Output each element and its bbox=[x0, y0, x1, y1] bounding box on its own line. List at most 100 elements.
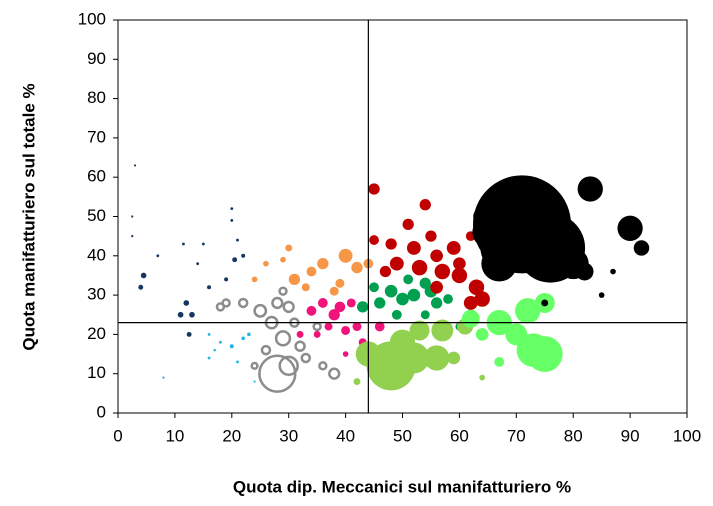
bubble bbox=[219, 340, 222, 344]
x-tick-label: 60 bbox=[450, 426, 469, 445]
bubble bbox=[379, 265, 392, 278]
bubble bbox=[420, 310, 430, 320]
bubble bbox=[241, 253, 246, 258]
bubble bbox=[338, 248, 353, 263]
bubble bbox=[453, 257, 466, 270]
bubble bbox=[385, 238, 397, 250]
x-axis-title: Quota dip. Meccanici sul manifatturiero … bbox=[233, 477, 571, 496]
bubble bbox=[301, 283, 310, 292]
bubble bbox=[213, 348, 216, 352]
bubble bbox=[494, 357, 505, 367]
bubble bbox=[505, 323, 528, 346]
bubble bbox=[224, 277, 229, 282]
bubble bbox=[391, 309, 402, 320]
bubble bbox=[353, 378, 361, 386]
bubble bbox=[403, 274, 414, 285]
bubble bbox=[407, 288, 421, 302]
bubble bbox=[196, 262, 200, 266]
bubble bbox=[282, 300, 295, 314]
bubble bbox=[633, 240, 650, 256]
bubble bbox=[463, 296, 478, 310]
bubble bbox=[368, 183, 380, 195]
bubble bbox=[232, 257, 238, 263]
bubble bbox=[406, 241, 421, 255]
bubble bbox=[329, 286, 339, 296]
bubble bbox=[541, 299, 549, 307]
bubble bbox=[474, 291, 490, 307]
bubble bbox=[389, 256, 404, 271]
y-tick-label: 20 bbox=[87, 324, 106, 343]
bubble bbox=[430, 249, 443, 263]
bubble bbox=[229, 344, 234, 349]
bubble bbox=[138, 284, 144, 290]
bubble bbox=[177, 311, 184, 318]
bubble bbox=[369, 282, 379, 293]
bubble bbox=[186, 331, 192, 337]
x-tick-label: 20 bbox=[222, 426, 241, 445]
bubble bbox=[278, 286, 288, 296]
bubble bbox=[294, 340, 306, 352]
x-tick-label: 100 bbox=[673, 426, 701, 445]
bubble bbox=[341, 325, 351, 335]
bubble bbox=[318, 361, 328, 371]
y-tick-label: 80 bbox=[87, 88, 106, 107]
bubble bbox=[411, 259, 428, 276]
x-tick-label: 90 bbox=[621, 426, 640, 445]
bubble bbox=[183, 300, 190, 306]
bubble bbox=[617, 215, 643, 241]
y-tick-label: 50 bbox=[87, 206, 106, 225]
bubble bbox=[140, 272, 147, 279]
bubble bbox=[384, 284, 398, 298]
bubble bbox=[575, 262, 594, 281]
bubble bbox=[215, 302, 226, 312]
bubble bbox=[598, 292, 605, 298]
bubble bbox=[236, 238, 239, 242]
bubble bbox=[328, 309, 340, 321]
bubble bbox=[430, 280, 443, 294]
bubble bbox=[207, 356, 211, 360]
bubble bbox=[236, 360, 239, 364]
bubble bbox=[260, 344, 272, 356]
bubble bbox=[296, 330, 304, 338]
bubble bbox=[335, 278, 345, 288]
y-tick-label: 40 bbox=[87, 245, 106, 264]
bubble bbox=[447, 351, 461, 365]
bubble bbox=[133, 164, 137, 167]
x-tick-label: 10 bbox=[165, 426, 184, 445]
bubble bbox=[479, 374, 485, 381]
bubble bbox=[162, 376, 165, 379]
bubble bbox=[425, 230, 437, 242]
bubble bbox=[312, 321, 322, 332]
bubble bbox=[446, 241, 461, 255]
x-tick-label: 80 bbox=[564, 426, 583, 445]
bubble bbox=[423, 345, 450, 371]
bubble bbox=[263, 260, 269, 267]
y-tick-label: 10 bbox=[87, 363, 106, 382]
bubble bbox=[443, 294, 453, 304]
bubble bbox=[278, 355, 299, 377]
bubble bbox=[237, 297, 249, 309]
bubble bbox=[156, 254, 160, 258]
bubble bbox=[351, 261, 363, 274]
bubble bbox=[396, 292, 409, 306]
bubble bbox=[317, 298, 328, 308]
x-tick-label: 0 bbox=[113, 426, 122, 445]
x-tick-label: 30 bbox=[279, 426, 298, 445]
bubble bbox=[402, 218, 414, 231]
bubble bbox=[201, 242, 205, 246]
x-tick-label: 50 bbox=[393, 426, 412, 445]
bubble bbox=[313, 330, 321, 338]
bubble bbox=[610, 268, 616, 275]
bubble bbox=[241, 336, 245, 341]
bubble bbox=[434, 263, 451, 280]
bubble bbox=[131, 215, 134, 218]
bubble bbox=[419, 199, 431, 211]
y-tick-label: 100 bbox=[78, 9, 106, 28]
bubble bbox=[346, 298, 356, 308]
bubble bbox=[369, 235, 379, 245]
bubble bbox=[182, 242, 185, 246]
bubble bbox=[374, 321, 385, 332]
x-tick-label: 70 bbox=[507, 426, 526, 445]
bubble bbox=[274, 330, 292, 347]
